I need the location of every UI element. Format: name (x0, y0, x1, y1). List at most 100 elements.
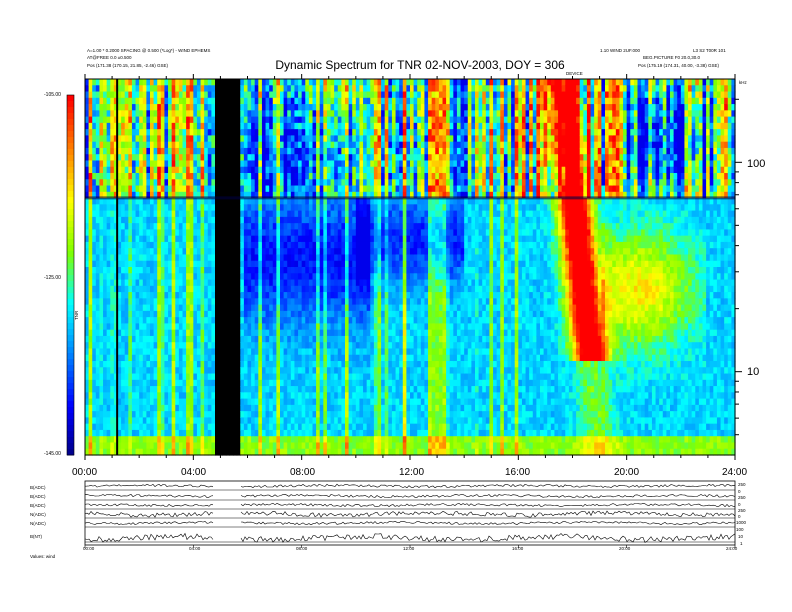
spectrum-cell (326, 304, 332, 312)
spectrum-cell (182, 122, 187, 130)
spectrum-cell (326, 179, 332, 187)
spectrum-cell (290, 260, 296, 268)
spectrum-column (142, 79, 147, 456)
spectrum-cell (326, 104, 332, 111)
spectrum-cell (287, 310, 292, 318)
spectrum-cell (254, 335, 259, 343)
spectrum-cell (135, 85, 140, 93)
spectrum-cell (265, 79, 270, 86)
spectrum-cell (254, 310, 259, 318)
spectrum-cell (280, 298, 285, 306)
spectrum-cell (373, 404, 379, 412)
spectrum-cell (182, 392, 187, 400)
spectrum-cell (326, 154, 332, 162)
spectrum-cell (186, 129, 191, 136)
spectrum-cell (168, 198, 173, 205)
spectrum-cell (139, 97, 144, 105)
spectrum-cell (373, 173, 379, 180)
spectrum-cell (355, 135, 361, 143)
spectrum-cell (254, 379, 259, 387)
spectrum-cell (251, 279, 256, 287)
spectrum-cell (186, 235, 191, 243)
spectrum-cell (323, 361, 328, 368)
spectrum-cell (168, 267, 173, 274)
spectrum-cell (258, 122, 263, 130)
spectrum-cell (319, 361, 324, 368)
spectrum-cell (373, 361, 379, 368)
spectrum-cell (103, 97, 108, 105)
spectrum-cell (215, 323, 220, 331)
spectrum-cell (254, 104, 259, 111)
spectrum-cell (370, 398, 375, 406)
spectrum-cell (323, 267, 328, 274)
spectrum-cell (182, 191, 187, 199)
spectrum-cell (319, 373, 324, 381)
spectrum-cell (345, 323, 350, 331)
spectrum-cell (218, 235, 223, 243)
spectrum-cell (128, 398, 133, 406)
spectrum-cell (153, 198, 158, 205)
spectrum-cell (236, 310, 241, 318)
spectrum-cell (186, 292, 191, 299)
spectrum-cell (117, 122, 122, 130)
spectrum-cell (222, 191, 227, 199)
spectrum-cell (352, 398, 357, 406)
spectrum-cell (139, 423, 144, 431)
spectrum-cell (341, 354, 346, 362)
spectrum-cell (211, 354, 216, 362)
spectrum-cell (178, 298, 184, 306)
spectrum-cell (103, 386, 108, 393)
spectrum-cell (182, 417, 187, 425)
spectrum-cell (337, 191, 342, 199)
spectrum-column (265, 79, 270, 456)
spectrum-cell (251, 154, 256, 162)
spectrum-cell (341, 373, 346, 381)
spectrum-cell (243, 342, 249, 350)
spectrum-cell (301, 116, 306, 124)
spectrum-cell (99, 386, 104, 393)
spectrum-cell (265, 404, 270, 412)
spectrum-cell (272, 398, 277, 406)
spectrum-cell (312, 323, 317, 331)
spectrum-cell (150, 292, 155, 299)
spectrum-cell (189, 304, 194, 312)
spectrum-cell (287, 379, 292, 387)
spectrum-cell (261, 329, 267, 337)
spectrum-cell (363, 367, 368, 375)
spectrum-cell (225, 129, 231, 136)
spectrum-cell (164, 229, 169, 237)
spectrum-cell (269, 386, 274, 393)
spectrum-cell (128, 104, 133, 111)
spectrum-cell (290, 361, 296, 368)
spectrum-cell (182, 429, 187, 437)
spectrum-cell (146, 97, 151, 105)
spectrum-cell (146, 417, 151, 425)
spectrum-cell (131, 411, 137, 418)
spectrum-cell (204, 429, 209, 437)
spectrum-cell (103, 241, 108, 249)
spectrum-cell (326, 129, 332, 136)
spectrum-cell (153, 285, 158, 293)
spectrum-cell (366, 129, 371, 136)
spectrum-cell (265, 317, 270, 324)
spectrum-cell (305, 154, 310, 162)
spectrum-cell (377, 166, 382, 174)
spectrum-cell (287, 342, 292, 350)
spectrum-cell (290, 110, 296, 118)
spectrum-cell (168, 354, 173, 362)
spectrum-cell (157, 398, 162, 406)
spectrum-cell (236, 254, 241, 262)
spectrum-column (290, 79, 296, 456)
spectrum-cell (222, 442, 227, 450)
spectrum-cell (124, 229, 129, 237)
spectrum-cell (316, 404, 321, 412)
spectrum-cell (359, 323, 364, 331)
spectrum-cell (222, 404, 227, 412)
spectrum-cell (204, 141, 209, 149)
spectrum-cell (261, 216, 267, 224)
spectrum-cell (265, 267, 270, 274)
spectrum-cell (175, 367, 180, 375)
spectrum-cell (298, 329, 303, 337)
spectrum-cell (153, 204, 158, 212)
spectrum-cell (377, 361, 382, 368)
